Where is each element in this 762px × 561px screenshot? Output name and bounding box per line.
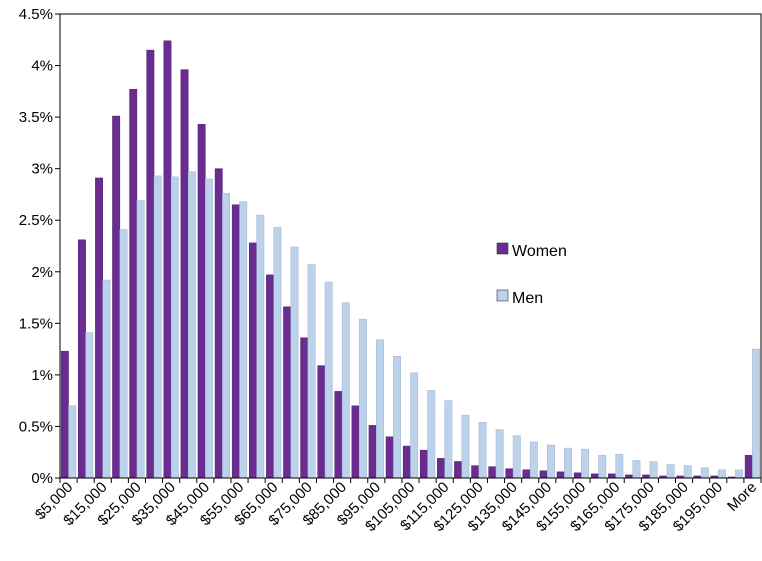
bar-women [146,49,155,479]
bar-men [136,200,145,479]
bar-men [478,422,487,479]
bar-women [231,204,240,479]
bar-women [78,239,86,479]
bar-men [393,356,401,479]
bar-men [153,175,162,479]
y-tick-label: 2% [31,264,53,281]
bar-women [402,445,411,479]
bar-men [119,229,128,479]
bar-men [170,176,179,479]
legend-swatch-men [496,289,509,302]
bar-women [334,391,343,479]
y-tick-label: 2.5% [19,212,53,229]
bar-men [735,469,743,479]
y-tick-label: 4% [31,58,53,75]
bar-men [632,460,641,479]
bar-men [307,264,316,479]
legend-swatch-women [496,242,509,255]
bar-women [266,274,274,479]
y-tick-label: 0% [31,470,53,487]
x-tick-label: More [724,479,760,515]
y-tick-label: 3.5% [19,109,53,126]
y-axis: 0% 0.5% 1% 1.5% 2% 2.5% 3% 3.5% 4% 4.5% [19,6,60,487]
bars [60,40,761,479]
bar-women [129,89,138,479]
bar-men [666,464,675,479]
bar-men [717,469,726,479]
legend-label-women: Women [512,243,567,260]
y-tick-label: 4.5% [19,6,53,23]
bar-men [564,447,572,479]
bar-women [608,473,616,479]
bar-women [556,471,565,479]
bar-women [180,69,189,479]
bar-men [512,435,521,479]
bar-men [376,339,384,479]
bar-men [529,441,538,479]
legend: Women Men [496,242,567,307]
bar-women [522,469,531,479]
y-tick-label: 1.5% [19,315,53,332]
bar-women [368,425,377,479]
bar-men [256,214,265,479]
bar-women [385,436,394,479]
bar-women [437,458,445,479]
bar-women [60,350,69,479]
bar-men [324,281,333,479]
bar-men [85,332,94,479]
bar-women [539,470,548,479]
legend-label-men: Men [512,290,543,307]
bar-men [68,405,77,479]
bar-women [163,40,172,479]
bar-women [505,468,514,479]
bar-women [351,405,360,479]
x-axis: $5,000$15,000$25,000$35,000$45,000$55,00… [32,478,762,535]
bar-women [112,115,121,479]
bar-men [649,461,658,479]
bar-men [547,444,555,479]
y-tick-label: 0.5% [19,418,53,435]
bar-men [239,201,248,479]
plot-frame [59,13,762,479]
bar-men [615,454,624,479]
bar-men [205,178,213,479]
bar-men [290,246,299,479]
bar-women [454,461,463,479]
bar-women [249,242,257,479]
bar-men [358,318,367,479]
bar-women [744,455,753,479]
bar-women [419,449,428,479]
bar-men [581,448,590,479]
bar-women [573,472,582,479]
bar-women [590,473,599,479]
y-tick-label: 1% [31,367,53,384]
bar-women [317,365,326,479]
bar-men [461,414,470,479]
bar-men [495,429,504,479]
bar-men [427,390,436,479]
bar-men [683,465,692,479]
bar-men [102,279,111,479]
bar-women [214,168,223,479]
bar-men [410,372,419,479]
bar-women [300,337,309,479]
bar-women [471,465,480,479]
bar-women [488,466,497,479]
y-tick-label: 3% [31,161,53,178]
bar-men [700,467,709,479]
bar-women [283,306,292,479]
bar-men [341,302,350,479]
bar-men [752,348,761,479]
bar-men [222,193,231,479]
bar-women [197,124,206,479]
bar-women [95,177,103,479]
bar-men [273,227,282,479]
bar-men [444,400,453,479]
bar-men [598,455,607,479]
bar-men [187,171,196,479]
